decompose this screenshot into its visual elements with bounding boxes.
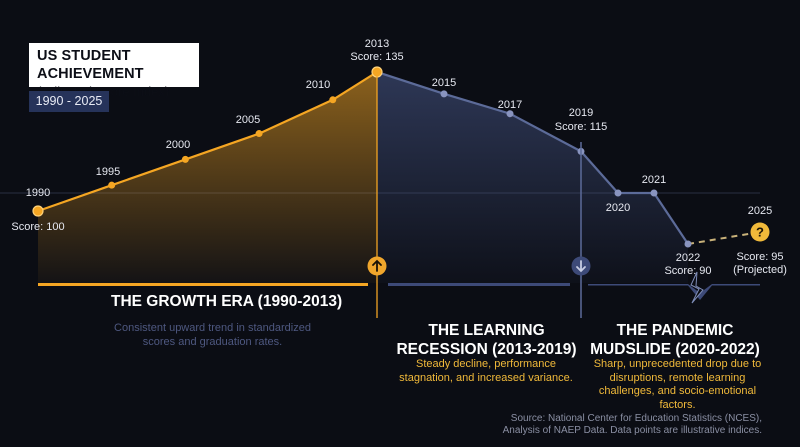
score-label-2025: Score: 95 [736, 251, 783, 263]
growth-era-bar [38, 283, 368, 286]
score-label-2013: Score: 135 [350, 51, 403, 63]
year-label-2013: 2013 [365, 38, 389, 50]
recession-era-title: THE LEARNING RECESSION (2013-2019) [396, 322, 577, 358]
year-label-2019: 2019 [569, 107, 593, 119]
arrow-down-icon [571, 256, 591, 276]
year-label-2025: 2025 [748, 205, 772, 217]
data-point-2000 [181, 155, 189, 163]
growth-era-description: Consistent upward trend in standardized … [114, 322, 311, 348]
data-point-2022 [684, 240, 692, 248]
projected-note-2025: (Projected) [733, 264, 787, 276]
date-range-badge: 1990 - 2025 [29, 91, 109, 112]
year-label-1995: 1995 [96, 166, 120, 178]
growth-era-title: THE GROWTH ERA (1990-2013) [111, 293, 343, 310]
year-label-2017: 2017 [498, 99, 522, 111]
question-mark-icon: ? [756, 225, 764, 240]
source-line-1: Source: National Center for Education St… [510, 413, 762, 424]
pandemic-era-bar [588, 284, 760, 300]
data-point-2020 [614, 189, 622, 197]
chart-title-box: US STUDENT ACHIEVEMENT (Adjusted Score I… [29, 43, 199, 99]
data-point-2015 [440, 90, 448, 98]
data-point-1995 [108, 181, 116, 189]
score-label-2022: Score: 90 [664, 265, 711, 277]
pandemic-era-description: Sharp, unprecedented drop due to disrupt… [593, 358, 762, 411]
crack-icon [690, 271, 704, 304]
recession-era-description: Steady decline, performance stagnation, … [399, 358, 573, 384]
data-point-2010 [329, 96, 337, 104]
data-point-2017 [506, 110, 514, 118]
source-note: Source: National Center for Education St… [503, 413, 762, 437]
year-label-1990: 1990 [26, 187, 50, 199]
growth-line [37, 71, 378, 213]
recession-era-bar [388, 283, 570, 286]
projected-point-2025 [750, 222, 770, 242]
year-label-2020: 2020 [606, 202, 630, 214]
year-label-2015: 2015 [432, 77, 456, 89]
arrow-up-icon [367, 256, 387, 276]
decline-area [377, 72, 688, 283]
projection-line [687, 231, 761, 245]
data-point-2005 [255, 130, 263, 138]
pandemic-era-title: THE PANDEMIC MUDSLIDE (2020-2022) [590, 322, 760, 358]
score-label-2019: Score: 115 [555, 121, 607, 133]
source-line-2: Analysis of NAEP Data. Data points are i… [502, 425, 762, 436]
score-label-1990: Score: 100 [11, 221, 64, 233]
data-point-1990 [32, 205, 44, 217]
data-point-2021 [650, 189, 658, 197]
year-label-2021: 2021 [642, 174, 666, 186]
year-label-2000: 2000 [166, 139, 190, 151]
year-label-2010: 2010 [306, 79, 330, 91]
year-label-2005: 2005 [236, 114, 260, 126]
year-label-2022: 2022 [676, 252, 700, 264]
chart-title: US STUDENT ACHIEVEMENT [37, 48, 144, 82]
growth-area [38, 72, 377, 283]
